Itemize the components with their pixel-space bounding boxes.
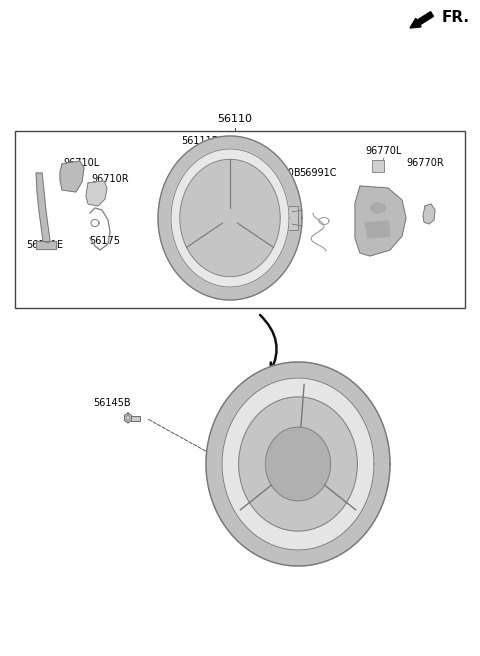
Text: 96770R: 96770R xyxy=(406,158,444,168)
Polygon shape xyxy=(171,149,289,287)
Text: FR.: FR. xyxy=(442,10,470,26)
Polygon shape xyxy=(355,186,406,256)
Polygon shape xyxy=(180,159,280,277)
Text: 96710L: 96710L xyxy=(64,158,100,168)
Ellipse shape xyxy=(371,203,385,213)
Text: 96770L: 96770L xyxy=(366,146,402,156)
Polygon shape xyxy=(423,204,435,224)
Polygon shape xyxy=(60,161,84,192)
Text: 56171E: 56171E xyxy=(26,240,63,250)
Text: 56170B: 56170B xyxy=(263,168,301,178)
Polygon shape xyxy=(265,427,331,501)
Polygon shape xyxy=(36,173,50,243)
Polygon shape xyxy=(124,413,132,423)
Polygon shape xyxy=(239,397,357,531)
Bar xyxy=(128,415,140,420)
Text: 56991C: 56991C xyxy=(299,168,337,178)
Bar xyxy=(372,160,384,172)
Bar xyxy=(15,131,465,308)
Bar xyxy=(286,206,298,230)
Text: 96710R: 96710R xyxy=(91,174,129,184)
Polygon shape xyxy=(158,136,302,300)
Polygon shape xyxy=(222,378,374,550)
Text: 56111D: 56111D xyxy=(181,136,219,146)
Polygon shape xyxy=(365,221,390,238)
Polygon shape xyxy=(86,181,107,206)
Text: 56175: 56175 xyxy=(89,236,120,246)
Text: 56145B: 56145B xyxy=(93,398,131,408)
FancyArrow shape xyxy=(410,12,433,28)
Polygon shape xyxy=(36,241,56,249)
Text: 56110: 56110 xyxy=(217,114,252,124)
Polygon shape xyxy=(206,362,390,566)
